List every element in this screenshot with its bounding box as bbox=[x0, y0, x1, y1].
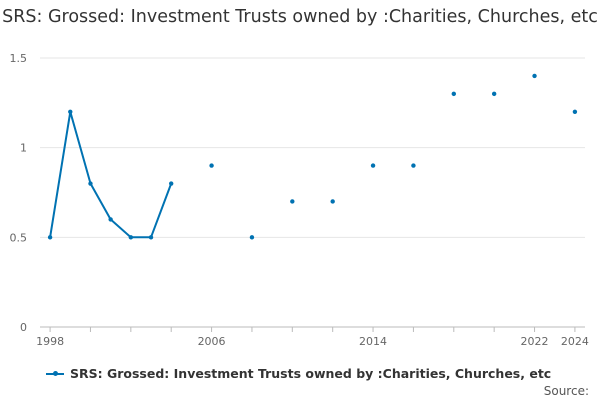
legend-swatch bbox=[46, 370, 64, 376]
data-point[interactable] bbox=[330, 199, 335, 204]
data-point[interactable] bbox=[451, 91, 456, 97]
data-point[interactable] bbox=[491, 91, 497, 97]
y-tick-label: 1.5 bbox=[10, 52, 28, 65]
data-point[interactable] bbox=[532, 73, 537, 79]
data-point[interactable] bbox=[169, 181, 174, 186]
series-layer bbox=[47, 73, 578, 240]
data-point[interactable] bbox=[290, 199, 295, 204]
chart-title: SRS: Grossed: Investment Trusts owned by… bbox=[2, 7, 598, 27]
legend-label: SRS: Grossed: Investment Trusts owned by… bbox=[70, 366, 552, 381]
data-point[interactable] bbox=[370, 163, 376, 168]
x-tick-label: 2006 bbox=[198, 335, 226, 348]
y-tick-label: 1 bbox=[20, 142, 27, 155]
data-point[interactable] bbox=[572, 109, 578, 115]
data-point[interactable] bbox=[68, 109, 73, 115]
legend[interactable]: SRS: Grossed: Investment Trusts owned by… bbox=[46, 366, 551, 381]
gridlines bbox=[40, 57, 585, 328]
data-point[interactable] bbox=[88, 181, 93, 186]
data-point[interactable] bbox=[148, 235, 154, 240]
data-point[interactable] bbox=[209, 163, 214, 168]
data-point[interactable] bbox=[411, 163, 416, 168]
x-tick-label: 1998 bbox=[36, 335, 64, 348]
data-point[interactable] bbox=[47, 235, 53, 240]
x-tick-label: 2024 bbox=[561, 335, 589, 348]
x-tick-label: 2014 bbox=[359, 335, 387, 348]
y-tick-label: 0 bbox=[20, 321, 27, 334]
source-label: Source: bbox=[543, 384, 589, 398]
y-axis: 0 0.5 1 1.5 bbox=[10, 52, 28, 334]
x-axis: 1998 2006 2014 2022 2024 bbox=[36, 327, 589, 348]
data-point[interactable] bbox=[249, 235, 255, 240]
data-point[interactable] bbox=[128, 235, 134, 240]
data-point[interactable] bbox=[108, 217, 113, 222]
y-tick-label: 0.5 bbox=[10, 231, 28, 244]
x-tick-label: 2022 bbox=[521, 335, 549, 348]
